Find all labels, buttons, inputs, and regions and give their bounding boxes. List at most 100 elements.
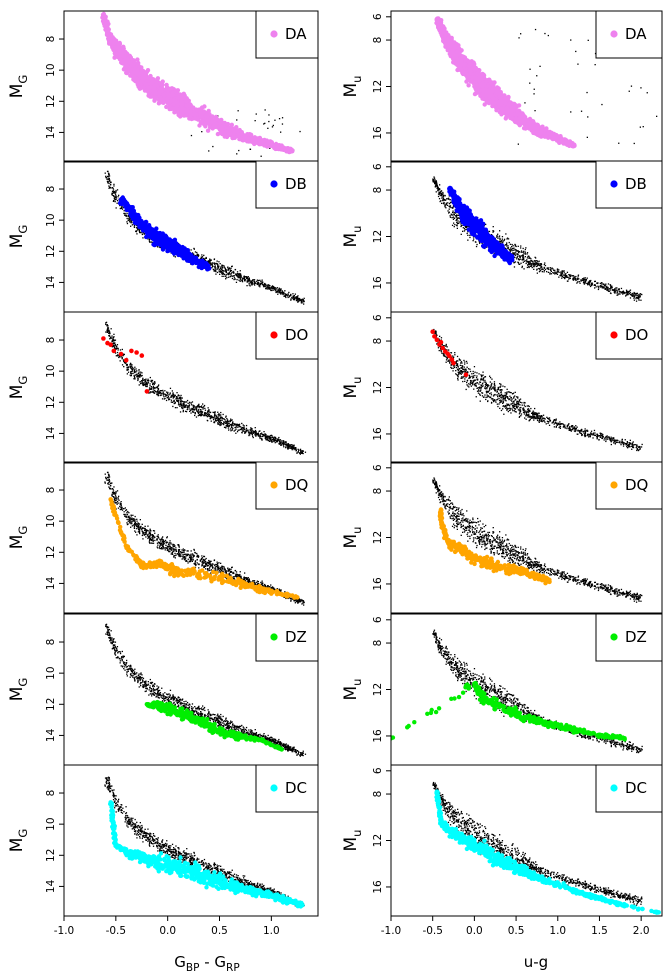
- background-point: [204, 259, 206, 261]
- background-point: [448, 212, 450, 214]
- background-point: [570, 39, 572, 41]
- background-point: [240, 274, 242, 276]
- background-point: [249, 148, 252, 150]
- data-point-da: [450, 43, 455, 49]
- background-point: [205, 256, 207, 259]
- background-point: [233, 277, 236, 279]
- data-point-da: [481, 72, 486, 77]
- background-point: [217, 265, 219, 267]
- background-point: [586, 91, 588, 94]
- background-point: [217, 263, 219, 265]
- data-point-db: [197, 263, 202, 268]
- background-point: [202, 257, 205, 260]
- background-point: [276, 290, 278, 292]
- background-point: [271, 126, 274, 128]
- background-point: [136, 225, 138, 227]
- data-point-da: [213, 121, 219, 127]
- data-point-db: [159, 242, 164, 248]
- y-tick-label: 8: [45, 186, 57, 193]
- background-point: [236, 119, 238, 121]
- background-point: [111, 192, 113, 194]
- data-point-da: [198, 114, 203, 119]
- background-point: [231, 265, 233, 267]
- background-point: [288, 296, 290, 298]
- background-point: [283, 292, 285, 294]
- background-point: [219, 263, 221, 265]
- data-point-da: [508, 115, 513, 120]
- background-point: [492, 226, 494, 228]
- background-point: [105, 177, 108, 179]
- background-point: [208, 150, 210, 152]
- data-point-db: [157, 235, 162, 240]
- background-point: [251, 282, 253, 284]
- background-point: [222, 272, 224, 274]
- background-point: [240, 275, 242, 277]
- data-point-da: [477, 76, 482, 82]
- data-point-da: [187, 103, 193, 108]
- data-point-da: [559, 137, 564, 142]
- data-point-da: [256, 138, 261, 143]
- data-point-da: [456, 52, 461, 57]
- background-point: [449, 215, 451, 217]
- background-point: [130, 225, 132, 227]
- background-point: [194, 251, 197, 253]
- background-point: [442, 202, 445, 204]
- background-point: [272, 287, 275, 289]
- background-point: [121, 208, 124, 210]
- background-point: [120, 207, 122, 209]
- y-tick-label: 16: [372, 126, 384, 140]
- data-point-da: [498, 102, 504, 107]
- data-point-da: [198, 120, 204, 125]
- data-point-da: [187, 109, 193, 114]
- data-point-da: [237, 136, 242, 142]
- background-point: [275, 291, 277, 294]
- background-point: [529, 68, 531, 70]
- background-point: [229, 276, 231, 278]
- background-point: [528, 261, 530, 263]
- background-point: [529, 82, 531, 84]
- background-point: [440, 194, 442, 197]
- background-point: [296, 298, 298, 300]
- background-point: [236, 153, 238, 155]
- background-point: [299, 130, 301, 133]
- background-point: [583, 280, 585, 282]
- background-point: [589, 282, 591, 284]
- background-point: [197, 253, 199, 256]
- background-point: [269, 288, 271, 290]
- background-point: [575, 50, 577, 53]
- background-point: [554, 271, 556, 273]
- background-point: [221, 273, 224, 275]
- background-point: [290, 299, 292, 301]
- data-point-da: [222, 130, 227, 135]
- background-point: [218, 268, 220, 271]
- background-point: [293, 298, 296, 300]
- background-point: [245, 276, 247, 278]
- background-point: [126, 215, 128, 217]
- background-point: [514, 253, 516, 256]
- background-point: [211, 264, 213, 266]
- background-point: [577, 275, 579, 277]
- background-point: [113, 185, 115, 187]
- data-point-da: [179, 112, 185, 118]
- background-point: [611, 286, 613, 288]
- background-point: [572, 279, 574, 281]
- background-point: [241, 279, 243, 281]
- background-point: [221, 275, 223, 277]
- background-point: [259, 283, 262, 285]
- data-point-db: [147, 224, 152, 230]
- background-point: [297, 300, 299, 302]
- background-point: [254, 120, 256, 122]
- background-point: [110, 181, 112, 183]
- plot-area: [100, 11, 301, 157]
- background-point: [230, 275, 232, 277]
- data-point-da: [543, 132, 549, 137]
- background-point: [114, 196, 116, 198]
- background-point: [121, 205, 123, 207]
- background-point: [248, 278, 250, 280]
- background-point: [620, 287, 623, 290]
- background-point: [124, 212, 126, 215]
- background-point: [193, 247, 195, 250]
- background-point: [216, 268, 218, 270]
- data-point-da: [158, 96, 163, 102]
- background-point: [225, 269, 227, 271]
